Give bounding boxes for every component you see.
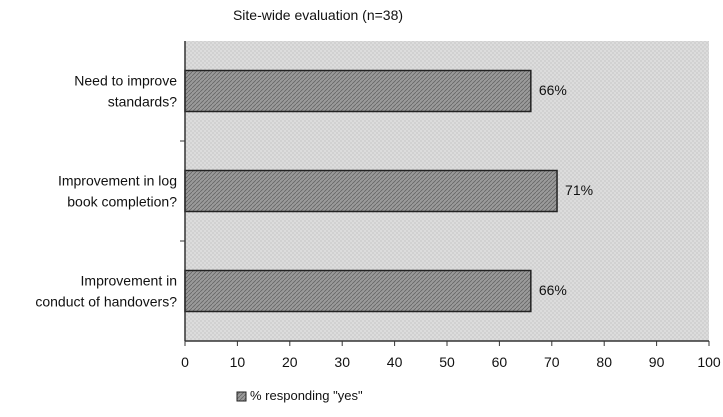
category-label: Improvement in xyxy=(81,273,177,289)
x-tick-label: 20 xyxy=(282,354,298,370)
x-tick-label: 70 xyxy=(544,354,560,370)
data-label: 71% xyxy=(565,182,593,198)
chart-title: Site-wide evaluation (n=38) xyxy=(233,7,403,23)
category-label: standards? xyxy=(108,94,177,110)
legend: % responding "yes" xyxy=(236,388,363,403)
x-tick-label: 10 xyxy=(230,354,246,370)
category-label: Need to improve xyxy=(74,73,177,89)
bars-layer xyxy=(184,69,558,313)
x-tick-label: 60 xyxy=(492,354,508,370)
x-tick-label: 40 xyxy=(387,354,403,370)
category-label: conduct of handovers? xyxy=(35,294,177,310)
data-bar xyxy=(184,269,532,313)
x-tick-label: 50 xyxy=(439,354,455,370)
data-label: 66% xyxy=(539,82,567,98)
x-tick-label: 90 xyxy=(649,354,665,370)
data-bar xyxy=(184,169,558,213)
category-label: Improvement in log xyxy=(58,173,177,189)
axes-layer: 0 10 20 30 40 50 60 70 80 90 100 xyxy=(180,41,721,370)
labels-layer: Need to improve standards? Improvement in … xyxy=(35,73,593,310)
data-label: 66% xyxy=(539,282,567,298)
x-tick-label: 100 xyxy=(697,354,721,370)
x-tick-label: 0 xyxy=(181,354,189,370)
legend-swatch xyxy=(236,391,247,402)
x-tick-label: 80 xyxy=(596,354,612,370)
category-label: book completion? xyxy=(67,194,177,210)
legend-label: % responding "yes" xyxy=(250,388,363,403)
x-tick-label: 30 xyxy=(334,354,350,370)
data-bar xyxy=(184,69,532,113)
